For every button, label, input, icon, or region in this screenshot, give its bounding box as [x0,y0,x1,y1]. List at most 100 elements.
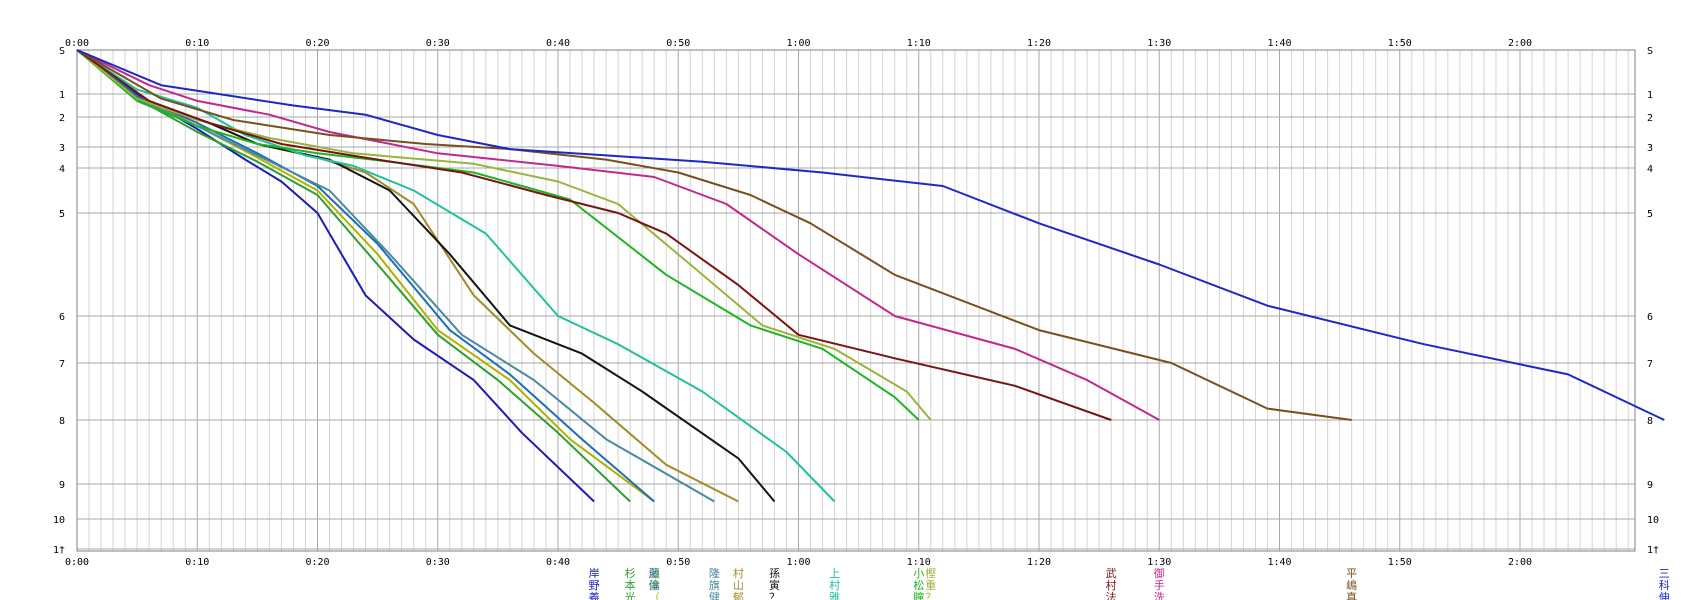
series-name-label: （ [649,591,660,600]
x-tick-label-top: 0:20 [305,38,329,49]
series-name-label: 真 [1346,590,1357,600]
series-name-label: 藤 [649,567,660,580]
y-tick-labels: S S 1 1 2 2 3 3 4 4 5 5 6 6 7 7 8 8 9 9 10 10 1† 1† [53,46,1659,556]
x-tick-label-bottom: 1:40 [1267,557,1291,568]
x-tick-label-bottom: 1:30 [1147,557,1171,568]
x-tick-label-bottom: 1:00 [786,557,810,568]
series-line [76,49,1665,421]
y-tick-label-right: 10 [1647,515,1659,526]
series-name-label: 義 [589,590,600,600]
y-tick-label-left: 9 [59,480,65,491]
series-name-label: 重 [925,578,936,592]
y-tick-label-right: 1† [1647,545,1659,556]
y-tick-label-left: 10 [53,515,65,526]
series-line [76,49,631,503]
y-tick-label-left: 7 [59,359,65,370]
x-tick-label-bottom: 0:20 [305,557,329,568]
series-name-label: 淳 [649,578,660,592]
series-name-label: 御 [1154,566,1165,580]
series-name-label: 健 [709,591,720,600]
x-tick-label-bottom: 1:20 [1027,557,1051,568]
plot-frame [76,49,1636,552]
y-tick-label-right: S [1647,46,1653,57]
series-name-label: 樫 [925,566,936,580]
legend-names: 岸野義杉本光池淳（藤倫隆旗健村山郁孫寅？上村雅小松瞳樫重？武村法御手洗平嶋真三科… [589,566,1670,600]
y-tick-label-right: 5 [1647,209,1653,220]
series-line [76,49,932,421]
series-name-label: 嶋 [1346,578,1357,592]
y-tick-label-right: 8 [1647,416,1653,427]
series-name-label: 寅 [769,578,780,592]
x-tick-label-top: 1:20 [1027,38,1051,49]
series-name-label: 法 [1106,590,1117,600]
series-name-label: 瞳 [913,590,924,600]
x-tick-label-top: 1:30 [1147,38,1171,49]
series-name-label: 村 [1106,578,1117,592]
y-tick-label-left: 6 [59,312,65,323]
series-name-label: ？ [769,591,780,600]
x-tick-label-top: 2:00 [1508,38,1532,49]
series-lines [76,49,1665,503]
series-name-label: 杉 [625,566,636,580]
y-tick-label-right: 4 [1647,164,1653,175]
x-tick-label-bottom: 1:50 [1388,557,1412,568]
y-tick-label-left: 2 [59,113,65,124]
y-tick-label-left: 3 [59,143,65,154]
series-name-label: 本 [625,578,636,592]
x-tick-labels: 0:00 0:00 0:10 0:10 0:20 0:20 0:30 0:30 0:40 0:40… [65,38,1532,568]
y-tick-label-left: 8 [59,416,65,427]
x-tick-label-bottom: 0:50 [666,557,690,568]
y-tick-label-left: S [59,46,65,57]
series-line [76,49,595,503]
x-tick-label-bottom: 0:10 [185,557,209,568]
grid [76,49,1635,551]
y-tick-label-left: 1† [53,545,65,556]
x-tick-label-top: 0:30 [426,38,450,49]
series-name-label: 郁 [733,590,744,600]
x-tick-label-top: 0:00 [65,38,89,49]
series-name-label: 小 [913,567,924,580]
series-line [76,49,920,421]
series-name-label: 手 [1154,578,1165,592]
x-tick-label-bottom: 2:00 [1508,557,1532,568]
y-tick-label-right: 9 [1647,480,1653,491]
series-name-label: 野 [589,579,600,592]
series-line [76,49,655,503]
series-name-label: 平 [1346,567,1357,580]
x-tick-label-top: 0:40 [546,38,570,49]
y-tick-label-left: 1 [59,90,65,101]
series-name-label: 三 [1659,567,1670,580]
x-tick-label-top: 0:50 [666,38,690,49]
series-name-label: 山 [733,579,744,592]
y-tick-label-left: 4 [59,164,65,175]
series-name-label: 伸 [1659,591,1670,600]
series-name-label: 倫 [649,578,660,592]
y-tick-label-right: 2 [1647,113,1653,124]
y-tick-label-right: 6 [1647,312,1653,323]
x-tick-label-top: 1:50 [1388,38,1412,49]
x-tick-label-bottom: 1:10 [907,557,931,568]
series-name-label: 孫 [769,567,780,580]
y-tick-label-right: 7 [1647,359,1653,370]
y-tick-label-right: 3 [1647,143,1653,154]
series-line [76,49,1160,421]
x-tick-label-top: 1:10 [907,38,931,49]
y-tick-label-left: 5 [59,209,65,220]
series-line [76,49,1352,421]
x-tick-label-bottom: 0:40 [546,557,570,568]
x-tick-label-top: 0:10 [185,38,209,49]
series-name-label: ？ [925,591,936,600]
series-name-label: 上 [829,567,840,580]
series-name-label: 松 [913,578,924,592]
x-tick-label-bottom: 0:00 [65,557,89,568]
series-line [76,49,1112,421]
series-name-label: 旗 [709,578,720,592]
series-name-label: 科 [1659,578,1670,592]
x-tick-label-top: 1:40 [1267,38,1291,49]
series-name-label: 光 [625,590,636,600]
series-line [76,49,715,503]
series-name-label: 村 [829,578,840,592]
axes [76,49,1636,552]
x-tick-label-top: 1:00 [786,38,810,49]
